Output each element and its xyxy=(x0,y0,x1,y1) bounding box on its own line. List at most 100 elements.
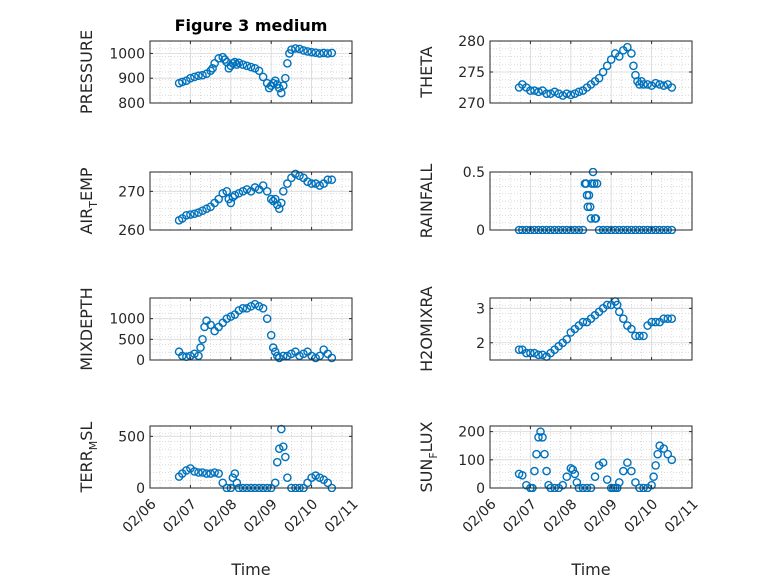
data-point xyxy=(311,471,320,480)
x-tick-label: 02/09 xyxy=(241,496,281,536)
data-point xyxy=(546,89,555,98)
data-point xyxy=(222,314,232,323)
data-point xyxy=(532,449,541,459)
y-tick-label: 800 xyxy=(118,96,145,112)
data-point xyxy=(220,55,230,64)
data-point xyxy=(258,181,268,190)
data-point xyxy=(274,353,284,363)
y-tick-label: 2 xyxy=(476,336,485,352)
data-point xyxy=(299,349,308,359)
data-point xyxy=(206,66,215,76)
series-markers xyxy=(514,42,677,100)
data-point xyxy=(653,449,662,459)
subplot-1: 800 900 1000 PRESSURE Figure 3 medium xyxy=(77,16,353,114)
subplot-3: 260 270 AIRTEMP xyxy=(77,167,353,239)
data-point xyxy=(190,72,199,82)
data-point xyxy=(586,214,596,223)
data-point xyxy=(238,304,248,313)
data-point xyxy=(614,307,624,317)
data-point xyxy=(299,46,308,55)
y-tick-label: 1000 xyxy=(109,46,145,62)
y-tick-label: 200 xyxy=(458,425,485,441)
data-point xyxy=(647,480,656,490)
data-point xyxy=(534,350,543,360)
data-point xyxy=(585,202,595,212)
data-point xyxy=(194,468,203,477)
figure-title: Figure 3 medium xyxy=(175,16,328,35)
data-point xyxy=(540,449,549,459)
data-point xyxy=(218,188,228,198)
y-axis-label: PRESSURE xyxy=(77,30,96,114)
data-point xyxy=(202,204,211,214)
data-point xyxy=(598,67,608,77)
data-point xyxy=(194,208,203,217)
data-point xyxy=(667,314,677,323)
data-point xyxy=(190,209,199,219)
data-point xyxy=(270,194,280,204)
data-point xyxy=(262,187,272,196)
data-point xyxy=(514,345,524,354)
y-tick-label: 280 xyxy=(458,34,485,50)
data-point xyxy=(202,469,211,478)
data-point xyxy=(570,469,580,479)
x-tick-label: 02/06 xyxy=(120,496,160,536)
data-point xyxy=(587,179,597,188)
data-point xyxy=(218,478,228,488)
series-markers xyxy=(514,427,677,492)
data-point xyxy=(307,473,316,482)
data-point xyxy=(283,473,292,482)
data-point xyxy=(214,194,223,204)
data-point xyxy=(283,179,292,188)
data-point xyxy=(538,350,547,360)
axes-box xyxy=(489,297,693,361)
data-point xyxy=(186,210,195,219)
data-point xyxy=(635,331,644,341)
data-point xyxy=(307,47,316,57)
data-point xyxy=(534,432,543,442)
data-point xyxy=(323,49,333,58)
data-point xyxy=(578,317,588,327)
data-point xyxy=(627,49,636,58)
data-point xyxy=(538,432,547,442)
data-point xyxy=(562,89,572,98)
y-tick-label: 275 xyxy=(458,65,485,81)
data-point xyxy=(655,80,664,89)
data-point xyxy=(651,78,660,88)
data-point xyxy=(230,190,240,200)
y-tick-label: 500 xyxy=(118,332,145,348)
data-point xyxy=(214,54,223,63)
data-point xyxy=(568,465,578,474)
data-point xyxy=(315,351,324,361)
data-point xyxy=(283,59,292,68)
data-point xyxy=(238,187,248,196)
data-point xyxy=(210,468,219,477)
data-point xyxy=(182,466,191,475)
data-point xyxy=(649,472,658,482)
data-point xyxy=(663,449,673,459)
x-axis-label: Time xyxy=(230,560,270,579)
data-point xyxy=(570,89,580,98)
data-point xyxy=(614,478,624,487)
data-point xyxy=(307,179,316,188)
data-point xyxy=(194,351,203,361)
data-point xyxy=(639,80,648,89)
data-point xyxy=(232,60,242,69)
y-tick-label: 270 xyxy=(118,184,145,200)
subplot-8: 0 100 200 SUNFLUX 02/06 02/07 02/08 02/09 02/10 0… xyxy=(417,421,702,579)
data-point xyxy=(250,183,260,192)
subplot-5: 0 500 1000 MIXDEPTH xyxy=(77,287,353,371)
y-tick-label: 0 xyxy=(136,481,145,497)
data-point xyxy=(287,349,296,359)
data-point xyxy=(530,466,539,476)
data-point xyxy=(647,317,656,327)
data-point xyxy=(518,471,527,480)
x-tick-label: 02/08 xyxy=(201,496,241,536)
data-point xyxy=(619,466,628,476)
data-point xyxy=(602,475,612,484)
data-point xyxy=(214,469,223,478)
data-point xyxy=(238,60,248,69)
data-point xyxy=(631,478,640,487)
data-point xyxy=(667,83,677,92)
y-tick-label: 0 xyxy=(476,481,485,497)
data-point xyxy=(274,444,284,454)
